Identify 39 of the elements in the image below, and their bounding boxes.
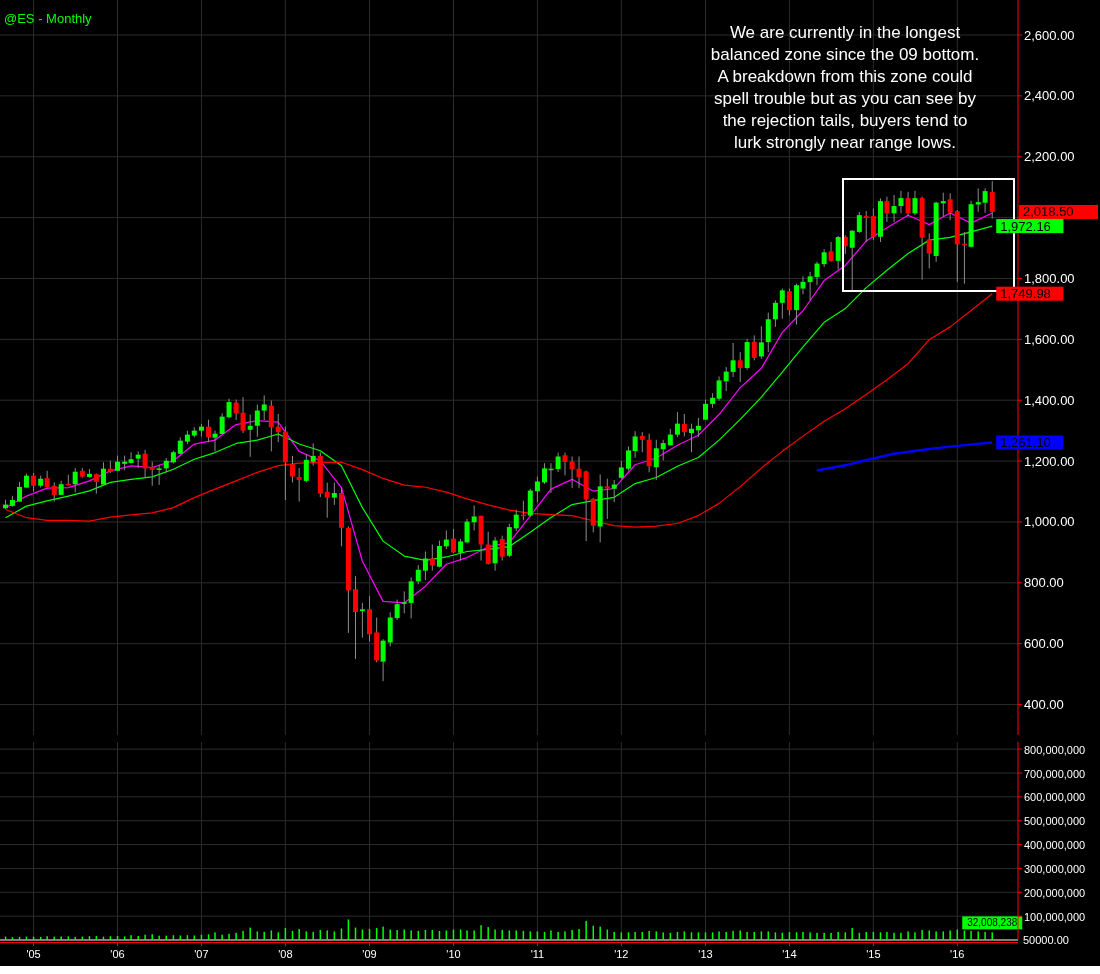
y-tick-label: 200,000,000 (1024, 886, 1086, 899)
y-tick-label: 2,200.00 (1024, 149, 1075, 165)
x-tick-label: '13 (698, 948, 713, 960)
y-tick-label: 100,000,000 (1024, 910, 1086, 923)
y-tick-label: 1,400.00 (1024, 392, 1075, 408)
y-tick-label: 400.00 (1024, 697, 1064, 713)
y-tick-label: 300,000,000 (1024, 862, 1086, 875)
annotation: We are currently in the longest balanced zone since the 09 bottom. A breakdown from this zone could spell trouble but as you can see by the rejection tails, buyers tend to lurk strongly near range lows. (710, 23, 980, 152)
text: @ES - Monthly (4, 11, 93, 26)
y-tick-label: 700,000,000 (1024, 767, 1086, 780)
x-tick-label: '06 (110, 948, 125, 960)
y-tick-label: 1,000.00 (1024, 514, 1075, 530)
ref-line-label: 50000.00 (1023, 933, 1069, 946)
data-label: 1,972.16 (1000, 218, 1051, 234)
y-tick-label: 1,200.00 (1024, 453, 1075, 469)
data-label: 1,749.98 (1000, 286, 1051, 302)
y-tick-label: 2,600.00 (1024, 27, 1075, 43)
x-tick-label: '09 (362, 948, 377, 960)
x-tick-label: '14 (782, 948, 797, 960)
text: 2,018.50 (1023, 204, 1074, 220)
x-tick-label: '07 (194, 948, 209, 960)
y-tick-label: 1,800.00 (1024, 270, 1075, 286)
y-tick-label: 1,600.00 (1024, 331, 1075, 347)
x-tick-label: '15 (866, 948, 881, 960)
y-tick-label: 400,000,000 (1024, 839, 1086, 852)
y-tick-label: 600.00 (1024, 636, 1064, 652)
y-tick-label: 800.00 (1024, 575, 1064, 591)
data-label: 1,261.10 (1000, 434, 1051, 450)
x-tick-label: '11 (530, 948, 545, 960)
x-tick-label: '16 (950, 948, 965, 960)
y-tick-label: 2,400.00 (1024, 88, 1075, 104)
y-tick-label: 800,000,000 (1024, 743, 1086, 756)
data-label: 32,008,238 (967, 917, 1018, 929)
y-tick-label: 600,000,000 (1024, 791, 1086, 804)
x-tick-label: '05 (26, 948, 41, 960)
y-tick-label: 500,000,000 (1024, 815, 1086, 828)
x-tick-label: '12 (614, 948, 629, 960)
x-tick-label: '10 (446, 948, 461, 960)
x-tick-label: '08 (278, 948, 293, 960)
